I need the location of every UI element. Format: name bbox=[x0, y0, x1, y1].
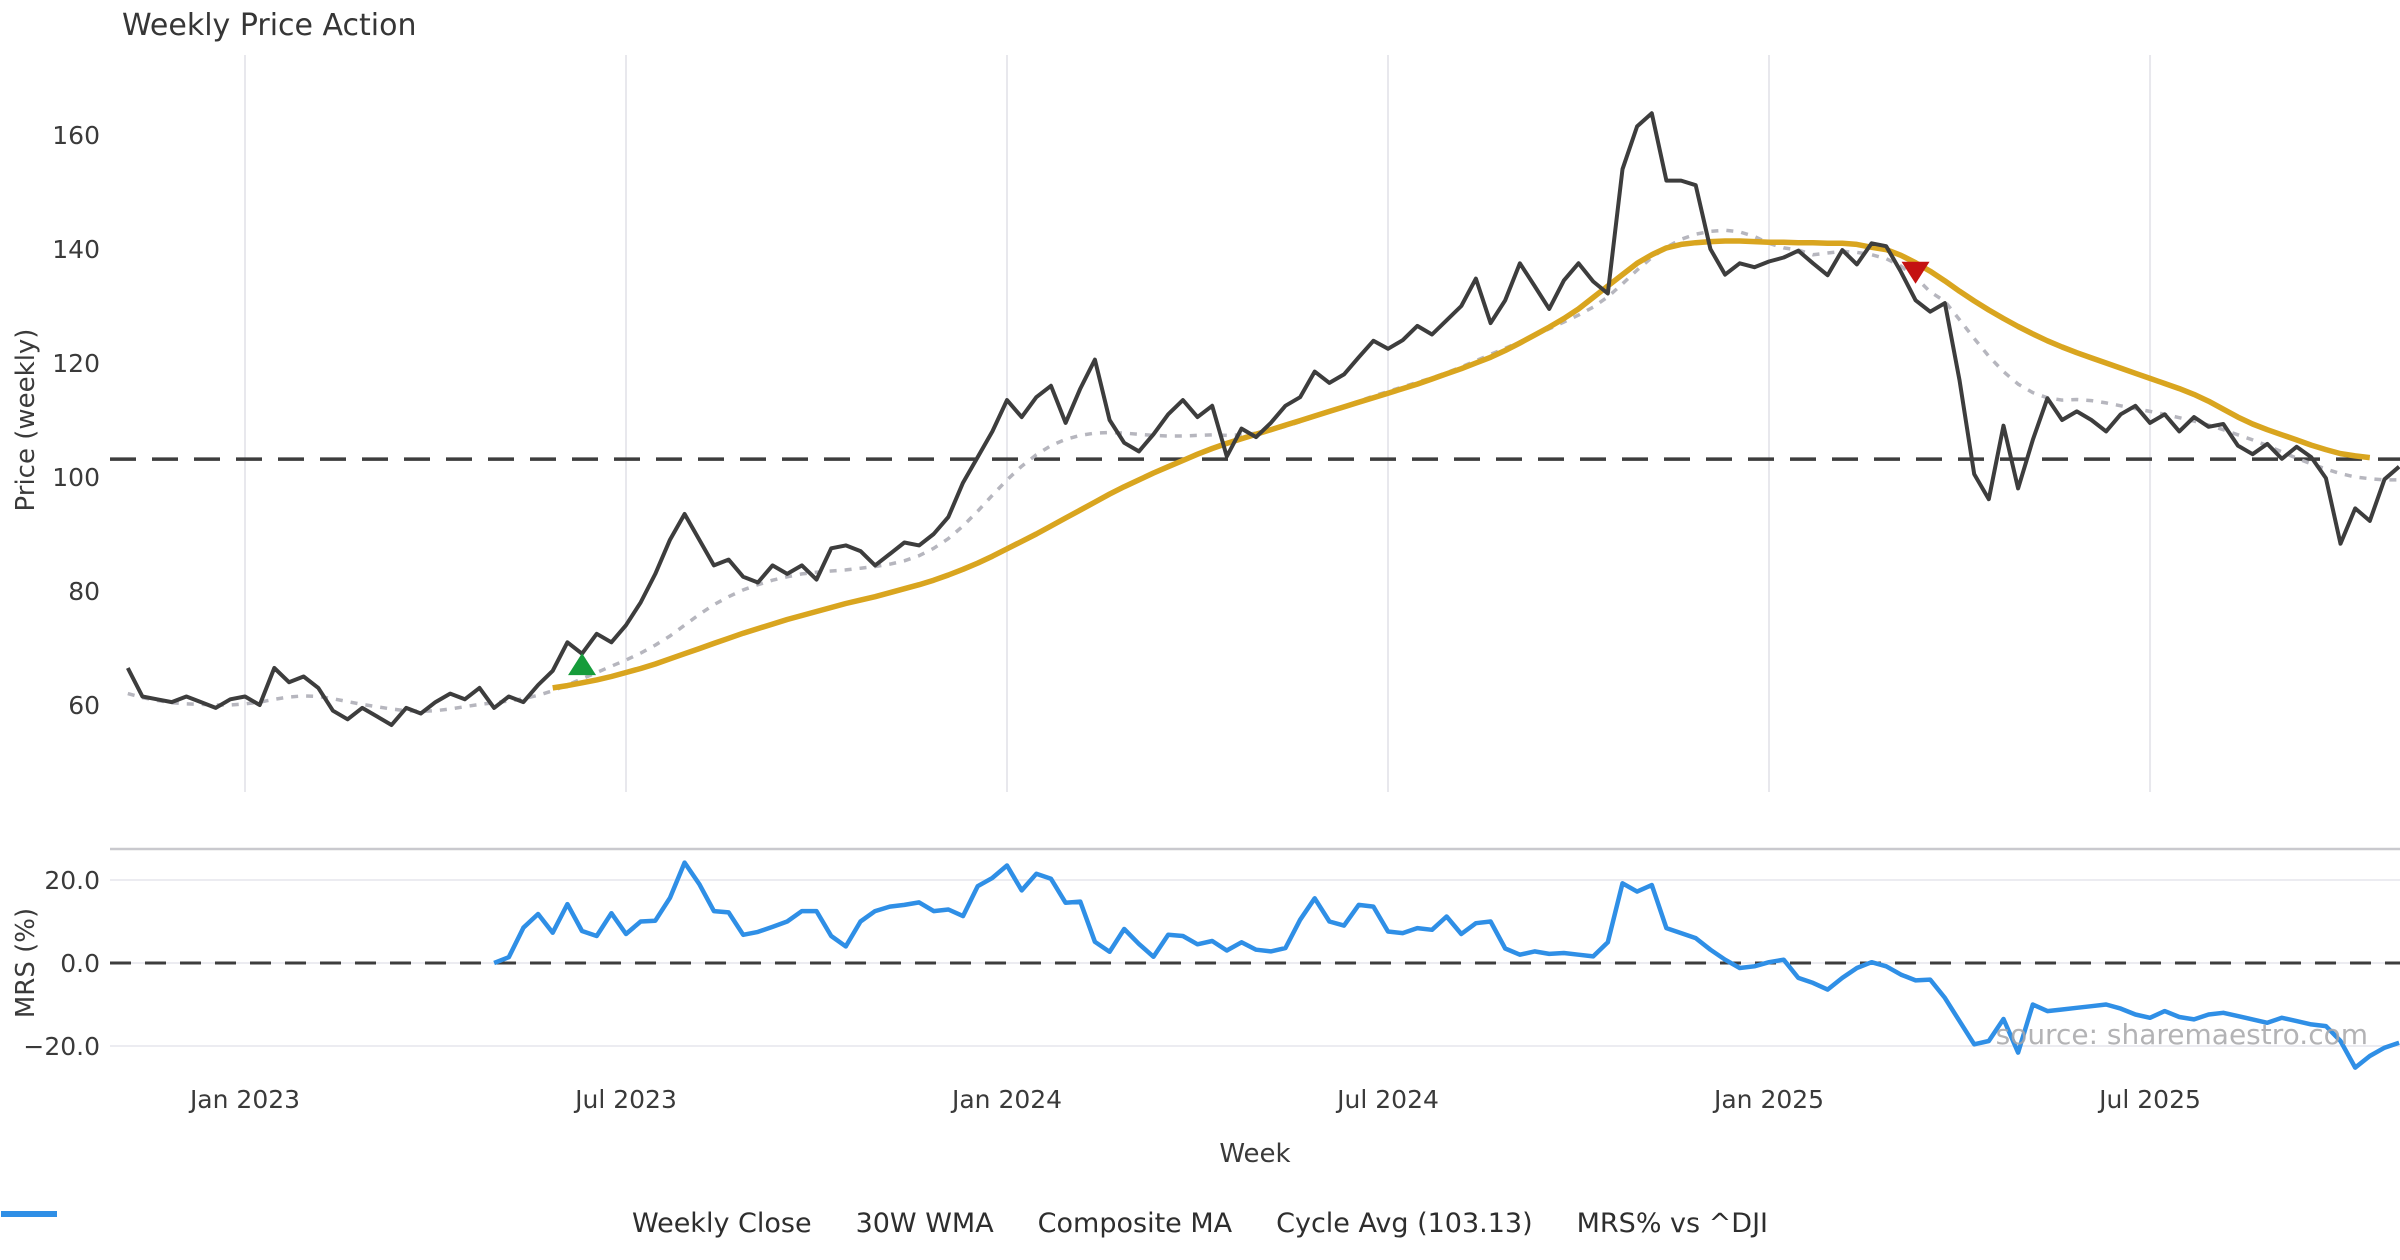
legend-item: 30W WMA bbox=[1, 1208, 994, 1239]
markers-layer bbox=[568, 261, 1930, 676]
price-tick-label: 140 bbox=[52, 235, 100, 264]
mrs-tick-label: 20.0 bbox=[44, 866, 100, 895]
x-tick-label: Jan 2025 bbox=[1712, 1085, 1824, 1114]
legend-item: Cycle Avg (103.13) bbox=[1, 1208, 1533, 1239]
legend-item: MRS% vs ^DJI bbox=[1, 1208, 1769, 1239]
mrs-tick-label: 0.0 bbox=[60, 949, 100, 978]
series-layer bbox=[110, 111, 2400, 1070]
legend-label: Weekly Close bbox=[631, 1208, 812, 1239]
price-tick-label: 100 bbox=[52, 463, 100, 492]
tick-labels-layer: Jan 2023 Jul 2023 Jan 2024 Jul 2024 Jan 2025… bbox=[23, 121, 2201, 1114]
gridlines-layer bbox=[110, 55, 2400, 1047]
legend-label: 30W WMA bbox=[855, 1208, 994, 1239]
wma-line bbox=[552, 238, 2371, 691]
x-tick-label: Jul 2025 bbox=[2097, 1085, 2201, 1114]
weekly-close-line bbox=[126, 111, 2400, 727]
price-tick-label: 60 bbox=[68, 691, 100, 720]
price-tick-label: 120 bbox=[52, 349, 100, 378]
legend-label: Composite MA bbox=[1037, 1208, 1233, 1239]
x-tick-label: Jul 2023 bbox=[573, 1085, 677, 1114]
legend-label: Cycle Avg (103.13) bbox=[1276, 1208, 1533, 1239]
solid-swatch-icon bbox=[1, 1211, 57, 1217]
buy-signal-marker bbox=[568, 653, 597, 676]
mrs-line bbox=[493, 860, 2400, 1070]
mrs-tick-label: −20.0 bbox=[23, 1032, 100, 1061]
price-axis-label: Price (weekly) bbox=[11, 329, 41, 512]
legend-item: Weekly Close bbox=[1, 1208, 812, 1239]
price-tick-label: 80 bbox=[68, 577, 100, 606]
source-watermark: source: sharemaestro.com bbox=[1996, 1018, 2368, 1051]
mrs-axis-label: MRS (%) bbox=[11, 908, 41, 1018]
chart-legend: Weekly Close 30W WMA Composite MA Cycle Avg… bbox=[0, 1208, 2400, 1239]
sell-signal-marker bbox=[1901, 261, 1930, 284]
composite-ma-line bbox=[127, 228, 2400, 714]
x-axis-label: Week bbox=[1219, 1139, 1290, 1169]
chart-title: Weekly Price Action bbox=[122, 8, 417, 43]
legend-item: Composite MA bbox=[1, 1208, 1233, 1239]
x-tick-label: Jan 2024 bbox=[950, 1085, 1062, 1114]
price-tick-label: 160 bbox=[52, 121, 100, 150]
legend-label: MRS% vs ^DJI bbox=[1576, 1208, 1769, 1239]
x-tick-label: Jul 2024 bbox=[1335, 1085, 1439, 1114]
x-tick-label: Jan 2023 bbox=[188, 1085, 300, 1114]
